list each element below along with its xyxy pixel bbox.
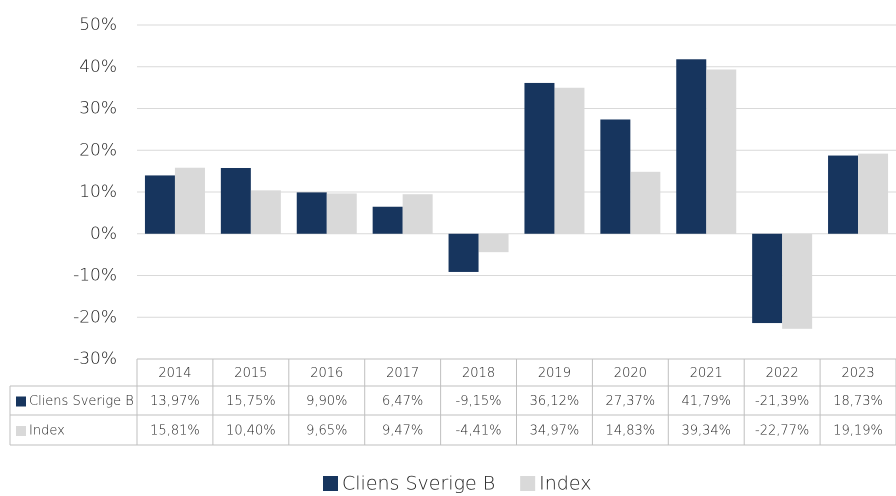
- bar: [296, 192, 327, 234]
- bar: [478, 233, 509, 253]
- y-tick-label: 20%: [79, 140, 117, 160]
- x-tick-label: 2020: [614, 366, 647, 381]
- data-label: 6,47%: [382, 394, 423, 409]
- bar: [372, 206, 403, 234]
- data-label: 9,65%: [306, 424, 347, 439]
- bar: [782, 233, 813, 329]
- y-tick-label: -30%: [73, 349, 117, 369]
- bar: [554, 87, 585, 234]
- bar: [174, 167, 205, 234]
- bar: [630, 171, 661, 234]
- data-label: 14,83%: [606, 424, 656, 439]
- data-label: 15,81%: [150, 424, 200, 439]
- legend-key: [323, 476, 338, 491]
- data-label: 19,19%: [833, 424, 883, 439]
- bar: [220, 167, 251, 234]
- legend-key: [520, 476, 536, 491]
- bar: [448, 233, 479, 272]
- data-label: 10,40%: [226, 424, 276, 439]
- data-label: 39,34%: [681, 424, 731, 439]
- table-key: [16, 426, 26, 436]
- data-label: 9,90%: [306, 394, 347, 409]
- x-tick-label: 2023: [842, 366, 875, 381]
- y-tick-label: 0%: [90, 224, 117, 244]
- x-tick-label: 2018: [462, 366, 495, 381]
- table-row-label: Cliens Sverige B: [29, 394, 134, 409]
- bar: [600, 119, 631, 234]
- x-tick-label: 2021: [690, 366, 723, 381]
- data-label: 41,79%: [681, 394, 731, 409]
- x-tick-label: 2014: [158, 366, 191, 381]
- x-tick-label: 2022: [766, 366, 799, 381]
- bar: [706, 69, 737, 234]
- data-label: -9,15%: [456, 394, 502, 409]
- data-label: -22,77%: [755, 424, 809, 439]
- data-label: 9,47%: [382, 424, 423, 439]
- bar: [402, 194, 433, 234]
- bar: [524, 82, 555, 234]
- y-tick-label: 50%: [79, 15, 117, 35]
- y-tick-label: 30%: [79, 99, 117, 119]
- data-label: 27,37%: [606, 394, 656, 409]
- table-key: [16, 396, 26, 407]
- data-label: 13,97%: [150, 394, 200, 409]
- legend-label: Index: [539, 473, 591, 495]
- bar: [752, 233, 783, 324]
- x-tick-label: 2017: [386, 366, 419, 381]
- data-label: 34,97%: [530, 424, 580, 439]
- y-tick-label: 10%: [79, 182, 117, 202]
- legend-label: Cliens Sverige B: [342, 473, 495, 495]
- bar: [326, 193, 357, 234]
- x-tick-label: 2015: [234, 366, 267, 381]
- data-label: -4,41%: [456, 424, 502, 439]
- data-label: 18,73%: [833, 394, 883, 409]
- y-tick-label: -20%: [73, 307, 117, 327]
- x-tick-label: 2019: [538, 366, 571, 381]
- bar: [828, 155, 859, 234]
- bar: [858, 153, 889, 234]
- y-tick-label: 40%: [79, 57, 117, 77]
- bar: [250, 190, 281, 234]
- data-label: 15,75%: [226, 394, 276, 409]
- y-tick-label: -10%: [73, 266, 117, 286]
- data-label: 36,12%: [530, 394, 580, 409]
- table-row-label: Index: [29, 424, 65, 439]
- bar: [144, 175, 175, 234]
- data-label: -21,39%: [755, 394, 809, 409]
- x-tick-label: 2016: [310, 366, 343, 381]
- bar: [676, 59, 707, 234]
